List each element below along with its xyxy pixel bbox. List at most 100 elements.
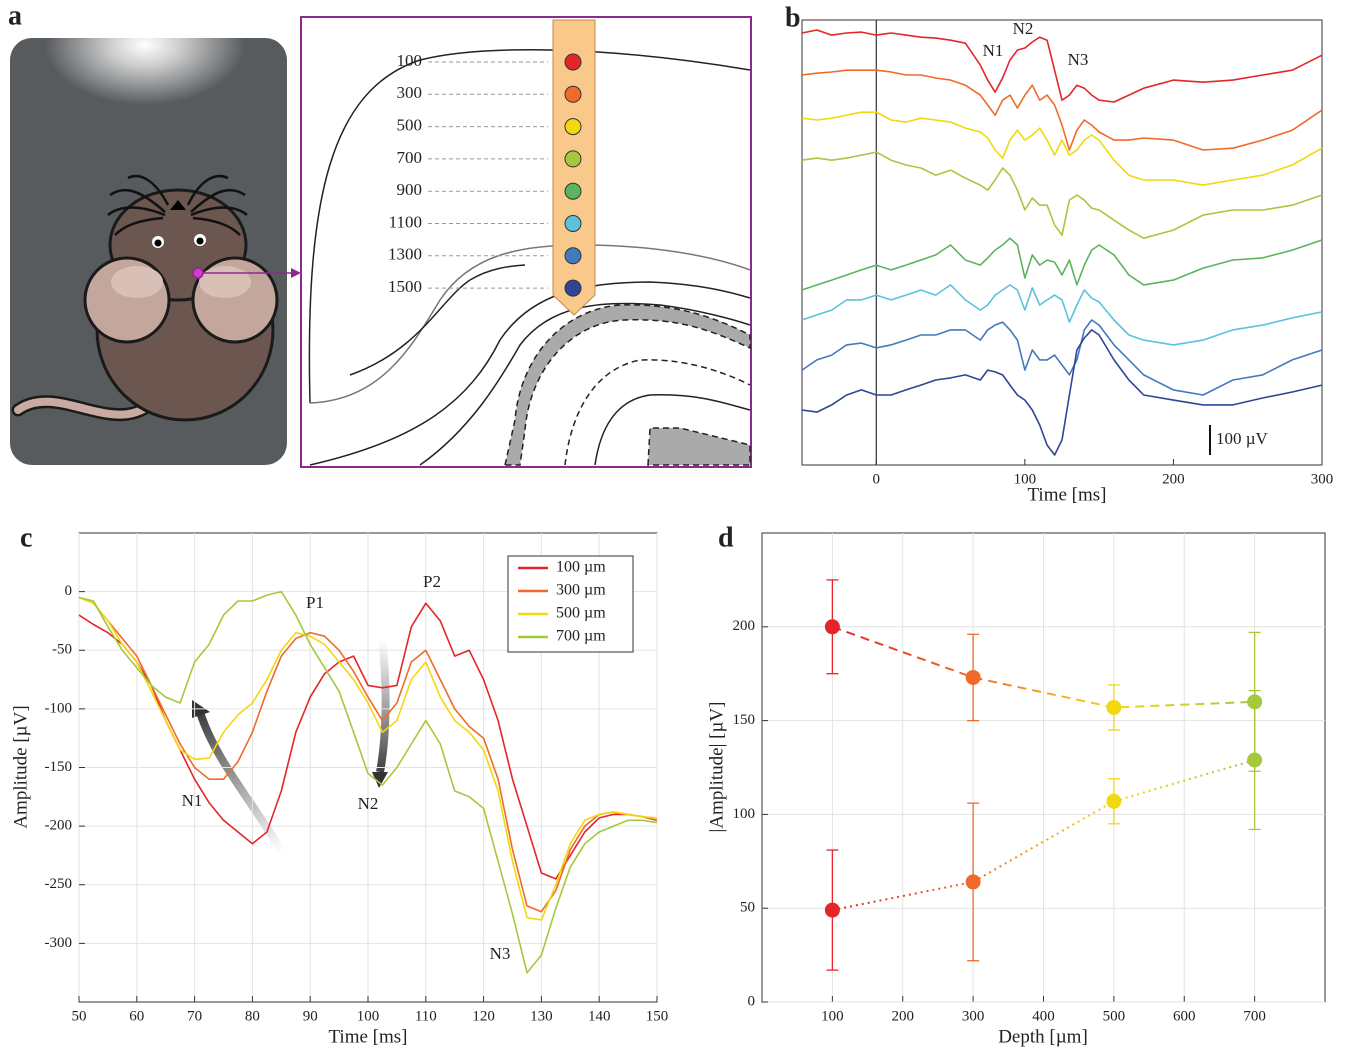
y-tick-label: -300: [45, 935, 73, 951]
depth-label: 1100: [389, 212, 422, 231]
marker: [1106, 793, 1122, 809]
recording-site: [192, 267, 204, 279]
annotation: N3: [490, 944, 511, 963]
probe-site: [564, 53, 582, 71]
probe-site: [564, 247, 582, 265]
light-source: [45, 0, 245, 105]
depth-label: 700: [397, 148, 423, 167]
probe-site: [564, 215, 582, 232]
x-tick-label: 100: [821, 1008, 844, 1024]
depth-label: 1500: [388, 277, 422, 296]
x-tick-label: 200: [892, 1008, 915, 1024]
x-tick-label: 200: [1162, 471, 1185, 487]
legend-label: 500 µm: [556, 605, 606, 622]
x-tick-label: 70: [187, 1008, 202, 1024]
ear-inner: [199, 266, 251, 298]
y-tick-label: 150: [733, 712, 756, 728]
series-line: [832, 625, 1255, 709]
x-tick-label: 100: [357, 1008, 380, 1024]
pupil: [154, 239, 162, 247]
probe-site: [564, 150, 582, 168]
x-tick-label: 700: [1243, 1008, 1266, 1024]
y-axis-label: |Amplitude| [µV]: [706, 702, 727, 833]
marker: [1247, 752, 1263, 768]
series-line: [801, 111, 1323, 186]
mouse-illustration: [10, 0, 301, 465]
probe-site: [564, 85, 582, 103]
series-line: [832, 759, 1255, 912]
x-tick-label: 110: [415, 1008, 437, 1024]
y-tick-label: 0: [748, 993, 756, 1009]
brain-section: [300, 16, 752, 468]
nose: [170, 200, 186, 210]
ear-inner: [111, 266, 163, 298]
y-tick-label: 0: [65, 583, 73, 599]
probe-site: [564, 182, 582, 200]
series-line: [78, 590, 658, 974]
annotation: N1: [983, 41, 1004, 60]
panel-label: c: [20, 522, 32, 553]
x-tick-label: 300: [1311, 471, 1334, 487]
probe-site: [564, 279, 582, 297]
marker: [965, 874, 981, 890]
legend-label: 700 µm: [556, 628, 606, 645]
series-line: [801, 329, 1323, 456]
legend-label: 300 µm: [556, 582, 606, 599]
series-line: [801, 151, 1323, 239]
annotation: P1: [306, 593, 324, 612]
marker: [824, 902, 840, 918]
y-tick-label: 50: [740, 900, 755, 916]
trend-arrowhead: [372, 772, 388, 788]
x-tick-label: 400: [1032, 1008, 1055, 1024]
x-tick-label: 500: [1103, 1008, 1126, 1024]
series-line: [78, 596, 658, 913]
y-tick-label: -50: [52, 642, 72, 658]
series-line: [801, 69, 1323, 151]
annotation: N1: [182, 791, 203, 810]
x-axis-label: Time [ms]: [1027, 484, 1106, 505]
y-tick-label: -250: [45, 876, 73, 892]
trend-arrow: [196, 710, 286, 854]
panel-label: d: [718, 522, 734, 553]
marker: [1106, 699, 1122, 715]
x-axis-label: Time [ms]: [328, 1026, 407, 1047]
series-line: [78, 596, 658, 921]
scale-bar-label: 100 µV: [1216, 429, 1269, 448]
legend-label: 100 µm: [556, 559, 606, 576]
probe: [552, 19, 596, 316]
x-tick-label: 150: [646, 1008, 669, 1024]
y-tick-label: -100: [45, 700, 73, 716]
annotation: P2: [423, 572, 441, 591]
pupil: [196, 237, 204, 245]
y-tick-label: 200: [733, 618, 756, 634]
y-tick-label: -200: [45, 818, 73, 834]
x-tick-label: 90: [303, 1008, 318, 1024]
x-tick-label: 0: [873, 471, 881, 487]
plot-frame: [801, 19, 1323, 466]
marker: [965, 669, 981, 685]
probe-site: [564, 118, 582, 136]
series-line: [801, 319, 1323, 396]
series-line: [801, 29, 1323, 103]
depth-label: 100: [397, 51, 423, 70]
x-tick-label: 60: [129, 1008, 144, 1024]
x-tick-label: 130: [530, 1008, 553, 1024]
depth-label: 1300: [388, 245, 422, 264]
y-tick-label: -150: [45, 759, 73, 775]
whiskers: [107, 174, 248, 236]
panel-label: a: [8, 0, 22, 31]
annotation: N2: [358, 794, 379, 813]
series-line: [801, 284, 1323, 346]
annotation: N3: [1068, 50, 1089, 69]
x-tick-label: 100: [1014, 471, 1037, 487]
y-axis-label: Amplitude [µV]: [10, 705, 31, 828]
annotation: N2: [1013, 19, 1034, 38]
x-tick-label: 140: [588, 1008, 611, 1024]
depth-label: 900: [397, 180, 423, 199]
x-tick-label: 600: [1173, 1008, 1196, 1024]
depth-label: 500: [397, 116, 423, 135]
connector-arrowhead: [291, 268, 301, 278]
y-tick-label: 100: [733, 806, 756, 822]
series-line: [801, 237, 1323, 291]
